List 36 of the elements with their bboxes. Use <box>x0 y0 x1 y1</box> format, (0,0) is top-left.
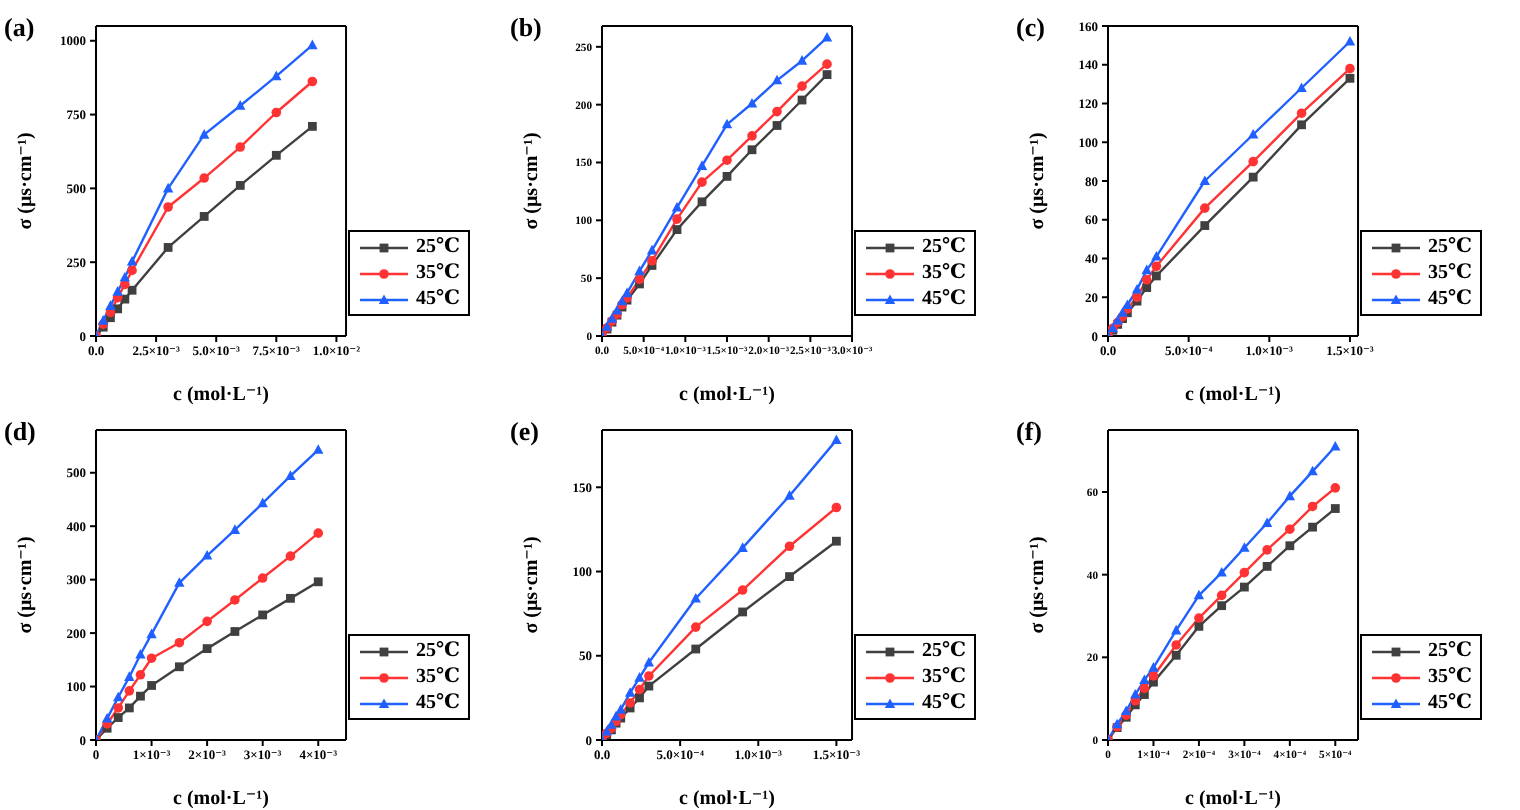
legend-label: 35℃ <box>1428 666 1472 688</box>
legend-label: 25℃ <box>922 236 966 258</box>
legend-label: 45℃ <box>416 692 460 714</box>
x-axis-title: c (mol·L⁻¹) <box>1185 788 1282 810</box>
x-axis-title: c (mol·L⁻¹) <box>679 788 776 810</box>
chart-title: (f) <box>1016 416 1042 448</box>
chart-title: (e) <box>510 416 539 448</box>
legend-label: 45℃ <box>922 692 966 714</box>
legend-label: 45℃ <box>1428 692 1472 714</box>
y-axis-title: σ (μs·cm⁻¹) <box>1027 132 1050 230</box>
legend-label: 45℃ <box>922 288 966 310</box>
legend-label: 35℃ <box>1428 262 1472 284</box>
legend-label: 25℃ <box>416 640 460 662</box>
y-axis-title: σ (μs·cm⁻¹) <box>521 132 544 230</box>
chart-title: (b) <box>510 12 542 44</box>
legend-label: 35℃ <box>922 666 966 688</box>
legend-label: 45℃ <box>1428 288 1472 310</box>
x-axis-title: c (mol·L⁻¹) <box>173 788 270 810</box>
x-axis-title: c (mol·L⁻¹) <box>1185 384 1282 406</box>
legend-label: 25℃ <box>1428 640 1472 662</box>
y-axis-title: σ (μs·cm⁻¹) <box>15 536 38 634</box>
legend-label: 25℃ <box>416 236 460 258</box>
legend-label: 25℃ <box>1428 236 1472 258</box>
legend-label: 35℃ <box>416 262 460 284</box>
chart-title: (c) <box>1016 12 1045 44</box>
legend-label: 25℃ <box>922 640 966 662</box>
y-axis-title: σ (μs·cm⁻¹) <box>521 536 544 634</box>
x-axis-title: c (mol·L⁻¹) <box>679 384 776 406</box>
chart-title: (d) <box>4 416 36 448</box>
legend-label: 35℃ <box>416 666 460 688</box>
y-axis-title: σ (μs·cm⁻¹) <box>1027 536 1050 634</box>
legend-label: 45℃ <box>416 288 460 310</box>
chart-title: (a) <box>4 12 35 44</box>
y-axis-title: σ (μs·cm⁻¹) <box>15 132 38 230</box>
legend-label: 35℃ <box>922 262 966 284</box>
x-axis-title: c (mol·L⁻¹) <box>173 384 270 406</box>
